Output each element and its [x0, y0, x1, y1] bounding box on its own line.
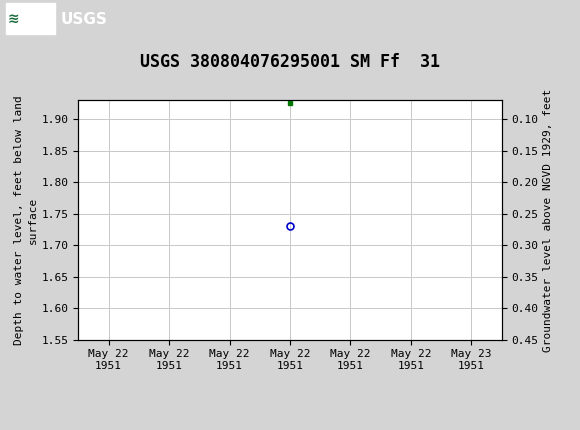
Text: USGS: USGS: [61, 12, 108, 27]
Y-axis label: Groundwater level above NGVD 1929, feet: Groundwater level above NGVD 1929, feet: [542, 89, 553, 352]
Y-axis label: Depth to water level, feet below land
surface: Depth to water level, feet below land su…: [14, 95, 38, 345]
Text: USGS 380804076295001 SM Ff  31: USGS 380804076295001 SM Ff 31: [140, 52, 440, 71]
Text: ≋: ≋: [8, 12, 19, 26]
Bar: [6, 3, 55, 34]
